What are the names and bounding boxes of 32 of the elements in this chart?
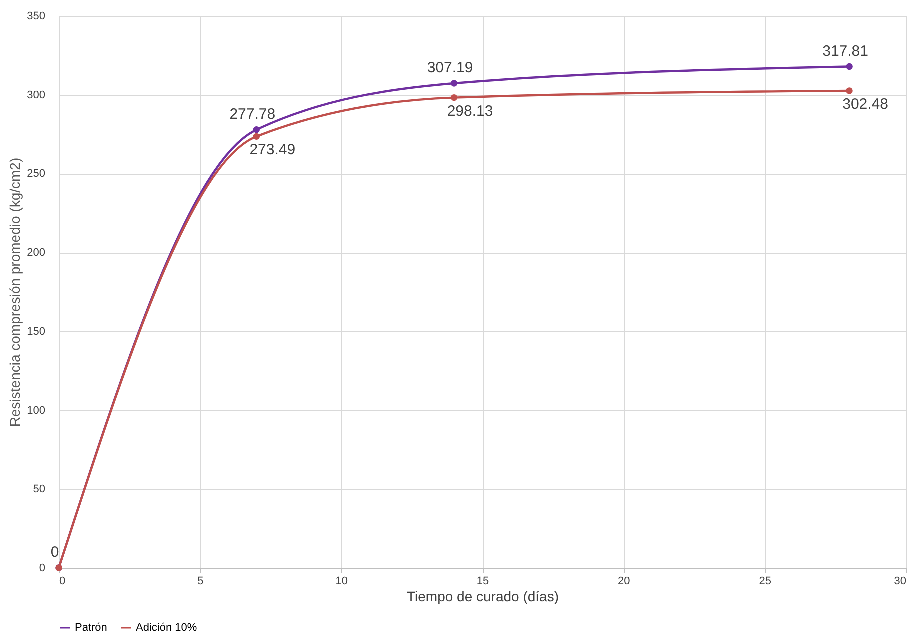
point: [846, 88, 853, 94]
point: [253, 126, 260, 134]
legend-label: Patrón: [75, 622, 108, 634]
x-tick-label: 10: [336, 576, 348, 588]
x-axis-title: Tiempo de curado (días): [407, 588, 559, 604]
legend-label: Adición 10%: [136, 622, 198, 634]
point: [253, 133, 260, 140]
point: [450, 80, 458, 87]
y-tick-label: 200: [27, 247, 46, 260]
y-tick-label: 50: [33, 484, 46, 496]
y-tick-label: 350: [27, 10, 46, 22]
y-tick-label: 250: [27, 168, 46, 180]
data-label: 273.49: [250, 142, 296, 159]
point: [846, 63, 853, 70]
data-label: 298.13: [447, 102, 494, 120]
y-axis-title: Resistencia compresión promedio (kg/cm2): [7, 158, 24, 428]
x-tick-label: 0: [60, 576, 66, 588]
y-tick-label: 150: [27, 326, 46, 338]
y-tick-label: 100: [27, 404, 46, 417]
x-tick-label: 5: [198, 576, 204, 588]
data-label: 302.48: [842, 96, 888, 113]
data-label: 307.19: [427, 60, 474, 77]
x-tick-label: 20: [618, 576, 630, 588]
y-tick-label: 300: [27, 89, 46, 102]
x-tick-label: 25: [759, 576, 772, 588]
data-label: 277.78: [230, 106, 276, 123]
data-label: 0: [50, 544, 60, 561]
x-tick-label: 30: [894, 576, 906, 588]
point: [450, 94, 458, 102]
x-tick-label: 15: [476, 576, 490, 588]
y-tick-label: 0: [39, 562, 46, 574]
data-label: 317.81: [822, 42, 868, 60]
